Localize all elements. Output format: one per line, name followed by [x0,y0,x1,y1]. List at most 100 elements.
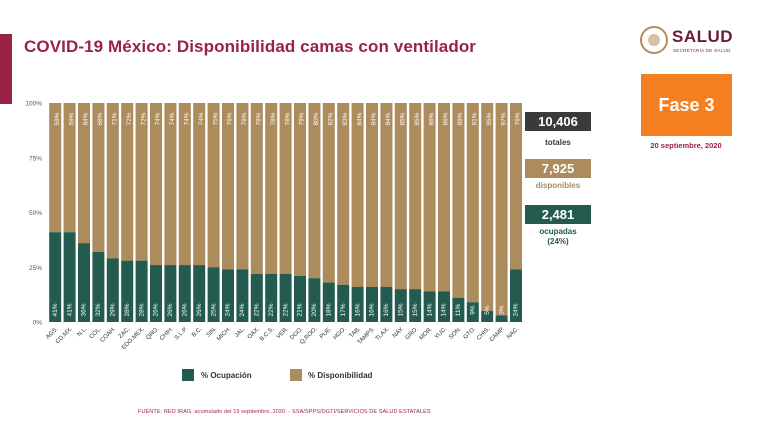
bar-occupied [452,297,465,322]
data-label-occupied: 11% [455,304,462,317]
data-label-occupied: 24% [239,303,246,316]
bar-available [121,103,134,261]
category-label: PUE. [319,326,333,340]
national-seal-icon [640,26,668,54]
category-label: SON. [448,326,463,341]
bar-available [135,103,148,261]
data-label-occupied: 20% [311,303,318,316]
available-beds-value: 7,925 [541,161,575,176]
bar-occupied [207,267,220,322]
data-label-available: 86% [443,112,450,125]
bar-available [193,103,206,266]
bar-available [92,103,105,252]
category-label: YUC. [434,326,449,341]
legend-occupied-swatch [182,369,194,381]
bar-occupied [193,265,206,322]
bar-occupied [150,265,162,322]
data-label-occupied: 3% [498,305,505,315]
bar-occupied [466,302,479,322]
data-label-available: 84% [356,112,363,125]
legend-occupied-label: % Ocupación [201,371,252,380]
total-beds-value: 10,406 [538,114,578,129]
bar-occupied [438,291,450,322]
bar-available [63,103,76,233]
bar-occupied [63,232,76,322]
data-label-occupied: 17% [340,303,347,316]
bar-available [466,103,479,303]
y-tick-label: 50% [29,210,42,217]
category-label: NAY. [392,326,406,340]
phase-date: 20 septiembre, 2020 [650,141,722,150]
bar-available [308,103,321,279]
bar-available [294,103,306,277]
data-label-available: 64% [83,112,90,125]
bar-occupied [394,289,407,322]
data-label-occupied: 9% [470,305,477,315]
category-label: CAMP. [489,326,506,343]
data-label-available: 86% [428,112,435,125]
bar-available [322,103,335,283]
total-beds-label: totales [545,138,571,147]
data-label-occupied: 21% [297,303,304,316]
y-tick-label: 25% [29,265,42,272]
data-label-available: 84% [385,112,392,125]
bar-available [423,103,436,292]
bar-occupied [510,269,522,322]
bar-occupied [409,289,422,322]
data-label-available: 84% [371,112,378,125]
data-label-available: 97% [500,112,507,125]
data-label-available: 95% [486,112,493,125]
bar-available [164,103,177,266]
data-label-occupied: 41% [66,303,73,316]
bar-occupied [250,273,263,322]
phase-badge: Fase 3 [641,74,732,136]
bar-available [481,103,494,312]
data-label-available: 82% [328,112,335,125]
bar-occupied [135,260,148,322]
data-label-occupied: 15% [412,303,419,316]
bar-available [394,103,407,290]
data-label-occupied: 22% [282,303,289,316]
data-label-available: 74% [155,112,162,125]
data-label-available: 78% [270,112,277,125]
bar-available [337,103,350,285]
bar-available [351,103,364,287]
category-label: HGO. [333,326,348,341]
bar-available [380,103,393,287]
data-label-occupied: 18% [326,303,333,316]
occupied-beds-label: ocupadas [539,227,577,236]
category-label: CHIH. [159,326,175,342]
bar-available [207,103,220,268]
page-title: COVID-19 México: Disponibilidad camas co… [24,37,477,56]
bar-occupied [322,282,335,322]
data-label-available: 85% [400,112,407,125]
data-label-available: 85% [414,112,421,125]
salud-logo: SALUD SECRETARÍA DE SALUD [640,24,750,60]
bar-occupied [366,286,378,322]
data-label-available: 75% [212,112,219,125]
data-label-occupied: 22% [268,303,275,316]
bar-available [279,103,292,274]
data-label-occupied: 32% [95,303,102,316]
data-label-occupied: 14% [426,303,433,316]
data-label-available: 72% [126,112,133,125]
data-label-occupied: 28% [138,303,145,316]
bar-occupied [78,243,90,322]
bar-available [438,103,450,292]
y-tick-label: 0% [33,320,43,327]
bar-occupied [265,273,278,322]
category-label: GRO. [405,326,420,341]
bar-occupied [222,269,234,322]
bar-occupied [294,276,306,322]
data-label-occupied: 22% [254,303,261,316]
data-label-available: 74% [184,112,191,125]
data-label-available: 68% [97,112,104,125]
bar-occupied [279,273,292,322]
category-label: VER. [276,326,290,340]
category-label: MICH. [216,326,232,342]
data-label-occupied: 16% [354,303,361,316]
category-label: GTO. [463,326,478,341]
logo-subtitle: SECRETARÍA DE SALUD [673,48,731,53]
data-label-available: 74% [198,112,205,125]
data-label-occupied: 16% [369,303,376,316]
